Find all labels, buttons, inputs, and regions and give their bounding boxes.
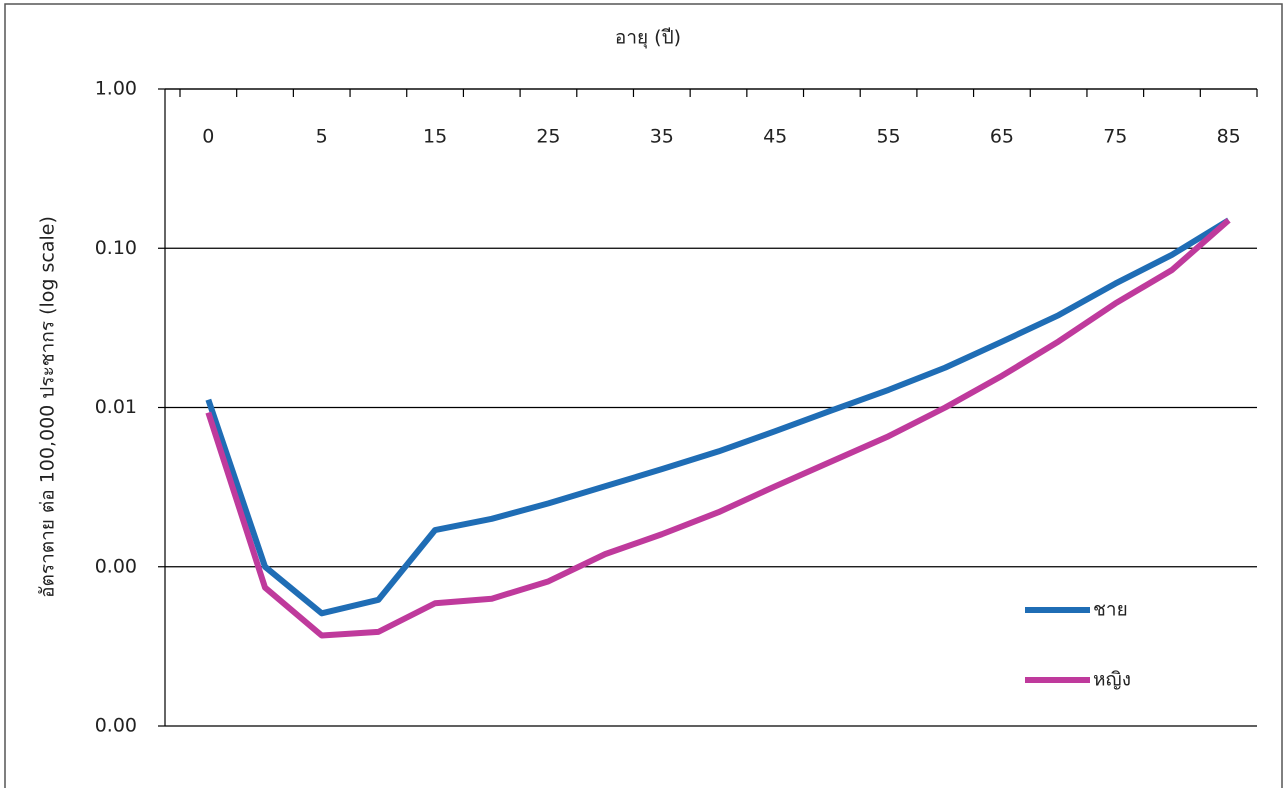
- y-tick-label: 0.10: [95, 237, 137, 259]
- x-tick-label: 35: [650, 126, 674, 148]
- x-tick-label: 5: [316, 126, 328, 148]
- series-line: [205, 217, 1231, 639]
- legend-label: หญิง: [1093, 669, 1131, 691]
- x-tick-label: 75: [1103, 126, 1127, 148]
- legend-label: ชาย: [1093, 599, 1128, 621]
- x-tick-label: 85: [1217, 126, 1241, 148]
- y-tick-label: 1.00: [95, 78, 137, 100]
- x-axis-label: อายุ (ปี): [615, 27, 681, 50]
- y-tick-label: 0.01: [95, 396, 137, 418]
- x-tick-label: 65: [990, 126, 1014, 148]
- x-tick-label: 55: [876, 126, 900, 148]
- y-tick-label: 0.00: [95, 715, 137, 737]
- y-axis-label: อัตราตาย ต่อ 100,000 ประชากร (log scale): [37, 216, 59, 598]
- x-tick-label: 25: [536, 126, 560, 148]
- x-tick-label: 0: [202, 126, 214, 148]
- x-tick-label: 15: [423, 126, 447, 148]
- y-tick-label: 0.00: [95, 555, 137, 577]
- series-line: [205, 217, 1231, 617]
- x-tick-label: 45: [763, 126, 787, 148]
- chart-frame: [4, 3, 1283, 788]
